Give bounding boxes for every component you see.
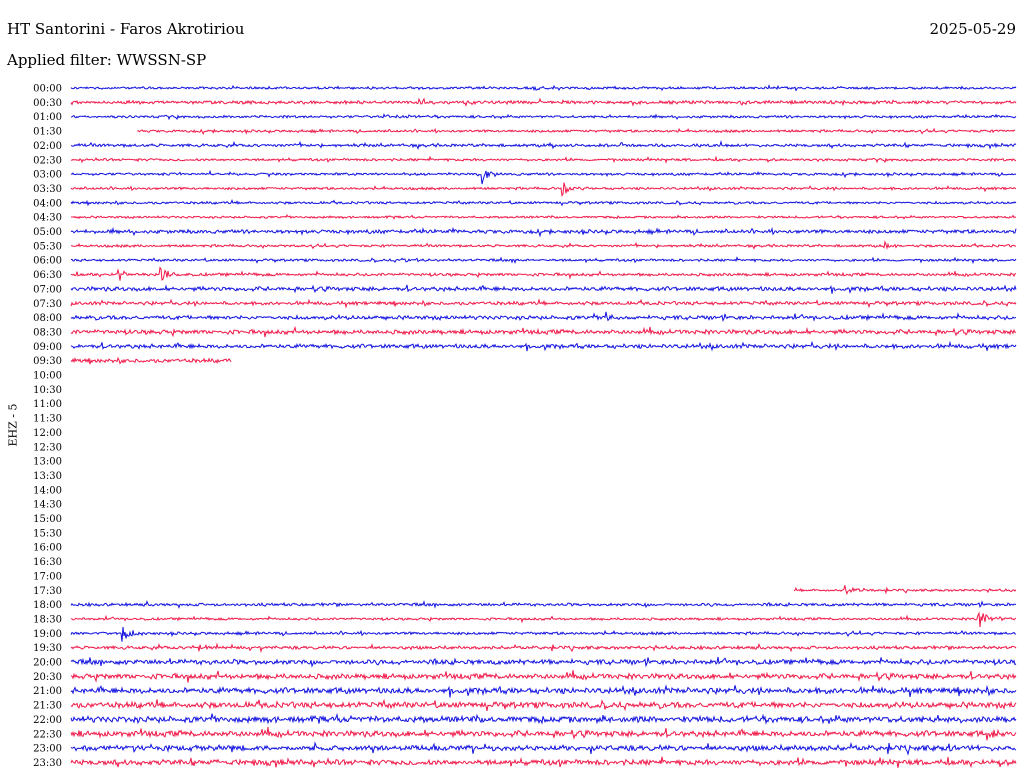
time-label: 19:30 (33, 643, 62, 654)
time-label: 18:00 (33, 600, 62, 611)
time-label: 10:30 (33, 385, 62, 396)
time-label: 03:30 (33, 184, 62, 195)
time-label: 07:30 (33, 299, 62, 310)
time-label: 02:00 (33, 141, 62, 152)
trace-row-2330 (70, 756, 1017, 769)
station-title: HT Santorini - Faros Akrotiriou (7, 20, 245, 38)
trace-row-1900 (70, 626, 1017, 642)
time-label: 17:00 (33, 571, 62, 582)
trace-row-0200 (70, 140, 1017, 150)
trace-row-0700 (70, 284, 1017, 294)
trace-row-0230 (70, 155, 1017, 164)
time-label: 03:00 (33, 170, 62, 181)
time-label: 12:30 (33, 442, 62, 453)
trace-row-2230 (70, 726, 1017, 741)
trace-row-0530 (71, 240, 1016, 251)
time-label: 20:30 (33, 672, 62, 683)
time-label: 05:00 (33, 227, 62, 238)
time-label: 16:00 (33, 543, 62, 554)
time-label: 22:30 (33, 729, 62, 740)
time-label: 02:30 (33, 155, 62, 166)
trace-row-0100 (70, 113, 1017, 121)
time-label: 00:00 (33, 84, 62, 95)
trace-row-2030 (70, 670, 1017, 683)
trace-row-0900 (70, 340, 1017, 352)
time-label: 06:30 (33, 270, 62, 281)
record-date: 2025-05-29 (929, 20, 1016, 38)
trace-row-0630 (70, 266, 1017, 281)
time-label: 18:30 (33, 614, 62, 625)
time-label: 11:30 (33, 414, 62, 425)
time-label: 01:00 (33, 112, 62, 123)
time-label: 07:00 (33, 284, 62, 295)
trace-row-1730 (793, 585, 1017, 596)
time-label: 06:00 (33, 256, 62, 267)
time-label: 12:00 (33, 428, 62, 439)
time-label: 20:00 (33, 658, 62, 669)
time-label: 21:00 (33, 686, 62, 697)
time-label: 19:00 (33, 629, 62, 640)
trace-row-0130 (136, 127, 1016, 136)
time-label: 22:00 (33, 715, 62, 726)
time-label: 10:00 (33, 371, 62, 382)
time-labels: 00:00 00:30 01:00 01:30 02:00 02:30 03:00 03:30… (33, 84, 62, 769)
time-label: 13:00 (33, 457, 62, 468)
time-label: 01:30 (33, 127, 62, 138)
trace-row-2100 (70, 684, 1017, 698)
time-label: 11:00 (33, 399, 62, 410)
seismic-traces (70, 84, 1017, 769)
trace-row-0330 (70, 182, 1017, 198)
time-label: 09:00 (33, 342, 62, 353)
trace-row-0800 (70, 311, 1017, 322)
time-label: 16:30 (33, 557, 62, 568)
time-label: 09:30 (33, 356, 62, 367)
trace-row-2000 (70, 656, 1017, 668)
trace-row-2200 (70, 712, 1017, 725)
time-label: 08:00 (33, 313, 62, 324)
time-label: 05:30 (33, 241, 62, 252)
trace-row-1930 (70, 642, 1017, 654)
trace-row-0930 (70, 356, 232, 365)
trace-row-0030 (70, 97, 1017, 107)
trace-row-0830 (70, 325, 1017, 338)
time-label: 23:00 (33, 744, 62, 755)
time-label: 23:30 (33, 758, 62, 769)
filter-label: Applied filter: WWSSN-SP (7, 51, 207, 69)
time-label: 13:30 (33, 471, 62, 482)
trace-row-0730 (70, 298, 1017, 309)
trace-row-1800 (70, 600, 1017, 609)
trace-row-1830 (70, 611, 1017, 628)
time-label: 17:30 (33, 586, 62, 597)
trace-row-0430 (70, 214, 1017, 220)
trace-row-0300 (70, 169, 1017, 185)
time-label: 21:30 (33, 701, 62, 712)
time-label: 08:30 (33, 327, 62, 338)
time-label: 15:00 (33, 514, 62, 525)
time-label: 14:00 (33, 485, 62, 496)
trace-row-0600 (70, 256, 1017, 265)
time-label: 00:30 (33, 98, 62, 109)
time-label: 15:30 (33, 528, 62, 539)
trace-row-0500 (70, 226, 1017, 238)
time-label: 14:30 (33, 500, 62, 511)
time-label: 04:00 (33, 198, 62, 209)
trace-row-0000 (70, 84, 1017, 92)
trace-row-2300 (70, 741, 1017, 756)
trace-row-0400 (70, 199, 1017, 207)
time-label: 04:30 (33, 213, 62, 224)
trace-row-2130 (70, 698, 1017, 712)
